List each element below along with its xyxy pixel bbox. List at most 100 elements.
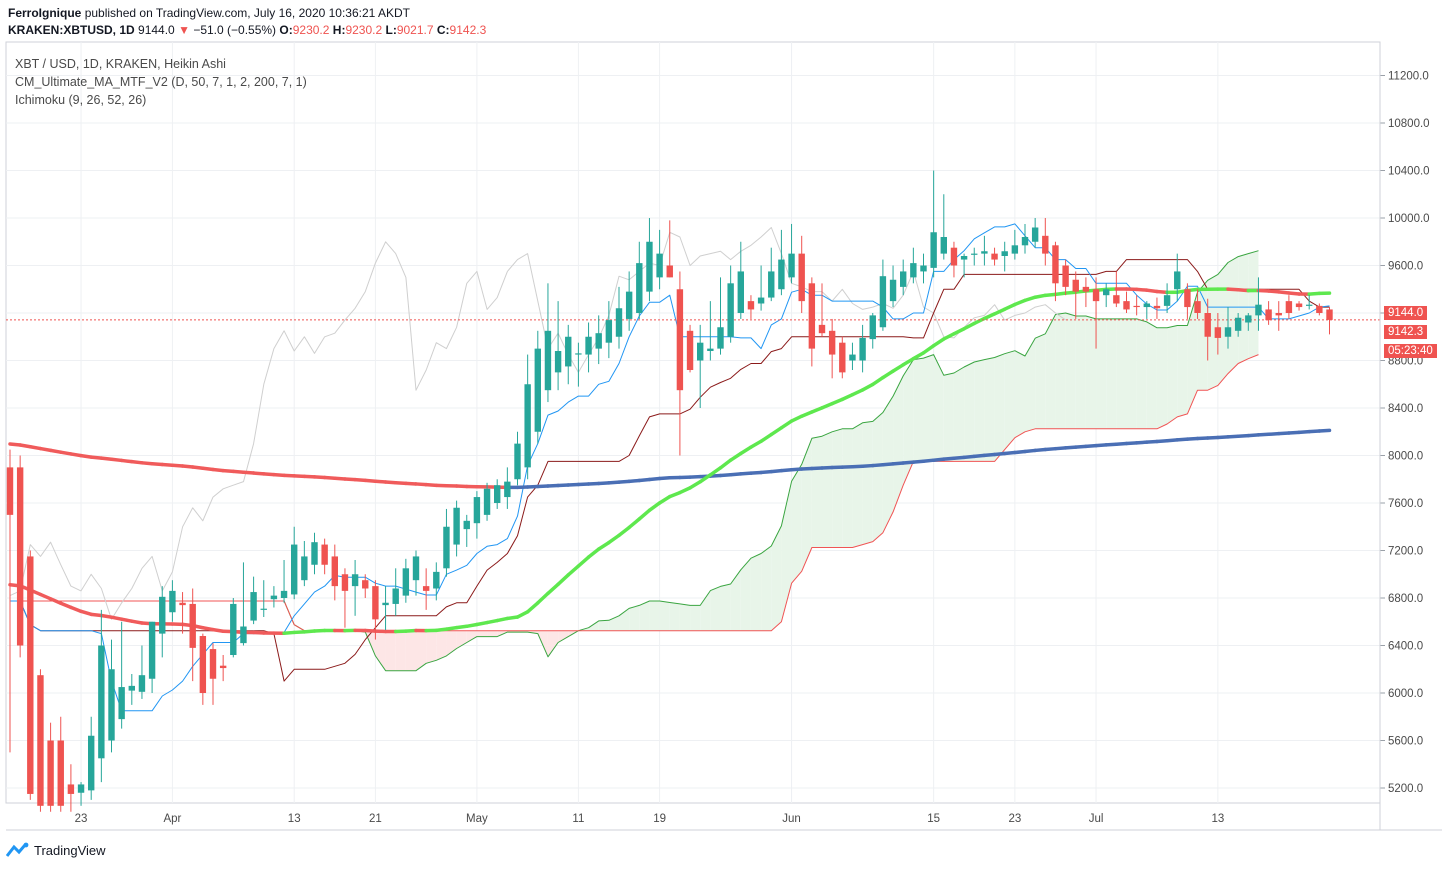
candle-body — [950, 247, 958, 266]
ma50-segment — [637, 508, 652, 521]
candle-body — [798, 253, 805, 302]
candle-body — [676, 289, 684, 391]
ma50-segment — [992, 307, 1007, 316]
candle-body — [595, 333, 602, 349]
candle-body — [382, 602, 389, 606]
x-tick-label: Jul — [1089, 813, 1104, 825]
candle — [940, 194, 947, 260]
ma50-segment — [789, 414, 804, 423]
ma50-segment — [596, 540, 611, 551]
candle — [646, 218, 653, 302]
y-tick-label: 8800.0 — [1388, 356, 1423, 368]
candle — [270, 586, 278, 608]
candle — [1001, 241, 1008, 272]
candle — [828, 318, 836, 379]
legend-ichimoku[interactable]: Ichimoku (9, 26, 52, 26) — [15, 93, 147, 107]
candle — [808, 277, 816, 367]
candle-body — [270, 595, 278, 600]
candle — [1103, 283, 1110, 308]
candle-body — [250, 592, 257, 621]
x-tick-label: 19 — [653, 813, 666, 825]
candle — [1234, 313, 1242, 337]
candle — [960, 253, 968, 278]
cloud-segment — [1106, 318, 1117, 429]
candle-body — [422, 586, 430, 591]
price-change: −51.0 (−0.55%) — [193, 23, 277, 37]
cloud-segment — [953, 367, 965, 462]
candle-body — [910, 263, 917, 278]
candle-body — [1265, 309, 1272, 321]
cloud-segment — [1207, 274, 1218, 391]
candle — [1224, 307, 1232, 349]
candle-body — [1285, 301, 1293, 313]
cloud-segment — [791, 464, 802, 584]
ma50-segment — [536, 591, 550, 605]
candle — [57, 716, 64, 812]
candle — [1062, 259, 1069, 296]
candle — [372, 580, 379, 640]
candle — [331, 544, 338, 601]
candle — [159, 586, 166, 658]
candle — [341, 568, 349, 628]
candle — [1214, 313, 1222, 355]
candle-body — [737, 271, 744, 313]
candle — [433, 562, 440, 601]
ma50-segment — [708, 466, 723, 477]
candle — [839, 336, 846, 379]
candle-body — [605, 320, 613, 343]
ma50-segment — [48, 597, 63, 605]
ma50-segment — [1013, 298, 1027, 307]
candle — [443, 508, 450, 577]
candle-body — [1153, 305, 1161, 309]
candle-body — [920, 265, 927, 272]
candle-body — [981, 251, 988, 254]
candle-body — [778, 259, 785, 290]
candle — [1275, 301, 1282, 331]
candle-body — [1011, 245, 1019, 254]
candle — [879, 259, 887, 331]
y-tick-label: 10400.0 — [1388, 166, 1430, 178]
cloud-segment — [1035, 333, 1046, 429]
candle — [1052, 241, 1059, 302]
chart-axes: 5200.0 5600.0 6000.0 6400.0 6800.0 7200.0 7600… — [6, 42, 1442, 831]
low-label: L: — [385, 23, 397, 37]
candle-body — [768, 271, 775, 298]
ma50-segment — [698, 473, 713, 484]
candle-body — [1133, 305, 1140, 308]
candle — [788, 223, 795, 284]
candle — [67, 764, 75, 812]
ma50-segment — [69, 605, 83, 614]
candle-body — [666, 265, 673, 278]
legend-ma[interactable]: CM_Ultimate_MA_MTF_V2 (D, 50, 7, 1, 2, 2… — [15, 75, 307, 89]
cloud-segment — [659, 600, 670, 631]
candle — [351, 560, 359, 616]
candle-body — [1052, 245, 1059, 284]
candle — [1194, 289, 1201, 319]
y-tick-label: 5200.0 — [1388, 783, 1423, 795]
candle — [209, 643, 217, 705]
down-arrow-icon: ▼ — [178, 23, 190, 37]
candle — [504, 467, 511, 509]
ma50-segment — [871, 375, 885, 387]
legend-series[interactable]: XBT / USD, 1D, KRAKEN, Heikin Ashi — [15, 57, 226, 71]
candle-body — [483, 488, 491, 515]
cloud-segment — [375, 630, 386, 671]
author-name[interactable]: FerroIgnique — [8, 6, 82, 20]
candle — [88, 716, 95, 800]
cloud-segment — [964, 361, 975, 462]
ma50-segment — [556, 573, 570, 587]
footer-brand[interactable]: TradingView — [34, 842, 106, 858]
low-value: 9021.7 — [396, 23, 434, 37]
candle — [98, 609, 105, 783]
candle — [697, 324, 704, 408]
candle-body — [148, 621, 156, 679]
candle-body — [219, 665, 227, 669]
candle-body — [118, 687, 125, 720]
candle — [1306, 295, 1313, 310]
candle-body — [189, 603, 196, 648]
open-value: 9230.2 — [292, 23, 330, 37]
candle — [930, 170, 937, 278]
candle-body — [1113, 295, 1120, 304]
candle-body — [1174, 271, 1181, 290]
